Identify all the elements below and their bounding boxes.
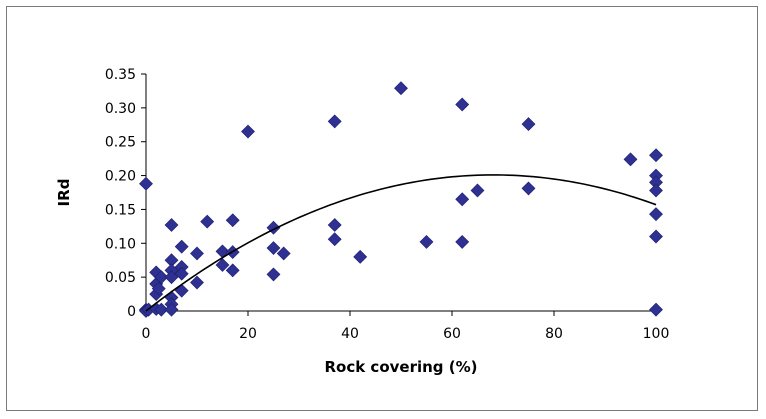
scatter-chart: 0 0.05 0.10 0.15 0.20 0.25 0.30 0.35 0 20 40 60 80 1… [55,67,670,376]
data-point [266,267,281,282]
y-ticks: 0 0.05 0.10 0.15 0.20 0.25 0.30 0.35 [105,67,146,320]
x-tick-label: 40 [341,326,359,342]
trendline [145,174,657,312]
x-tick-label: 20 [239,326,257,342]
y-tick-label: 0.30 [105,101,136,117]
data-point [139,176,153,191]
data-point [455,235,470,249]
data-point [215,258,230,272]
y-tick-label: 0.15 [105,202,136,218]
data-point [164,270,179,285]
data-point [225,263,240,278]
x-tick-label: 0 [142,326,151,342]
data-point [154,302,169,317]
data-point [353,249,368,264]
data-point [190,246,204,261]
data-point [164,218,179,232]
y-tick-label: 0.25 [105,135,136,151]
data-point [455,192,470,207]
data-point [521,117,536,132]
data-point [327,218,342,232]
data-point [327,114,342,129]
data-point [276,246,291,261]
data-point [200,214,215,229]
data-point [174,283,189,298]
y-axis-title: IRd [55,179,73,207]
x-tick-label: 60 [443,326,461,342]
y-tick-label: 0.20 [105,169,136,185]
data-point [470,183,485,198]
data-point [649,183,663,198]
data-point [190,275,204,290]
data-point [266,241,281,255]
data-point [174,266,189,281]
data-point [225,213,240,228]
data-point [154,270,169,285]
y-tick-label: 0.10 [105,236,136,252]
y-tick-label: 0.05 [105,270,136,286]
chart-frame: 0 0.05 0.10 0.15 0.20 0.25 0.30 0.35 0 20 40 60 80 1… [6,6,758,411]
y-tick-label: 0.35 [105,67,136,83]
x-axis-title: Rock covering (%) [324,358,477,376]
data-point [327,232,342,247]
data-point [649,229,663,244]
x-ticks: 0 20 40 60 80 100 [142,311,670,342]
data-point [394,81,408,96]
data-point [455,97,470,112]
data-point [419,235,434,249]
axes [145,74,656,312]
y-tick-label: 0 [127,304,136,320]
data-point [174,239,189,254]
data-point [241,124,255,139]
data-point [649,302,663,317]
data-point [164,302,179,317]
data-point [649,207,663,222]
x-tick-label: 100 [643,326,670,342]
x-tick-label: 80 [545,326,563,342]
data-point [649,148,663,163]
data-point [151,281,166,296]
data-point [623,152,638,167]
data-point [521,181,536,196]
data-points [139,81,663,318]
